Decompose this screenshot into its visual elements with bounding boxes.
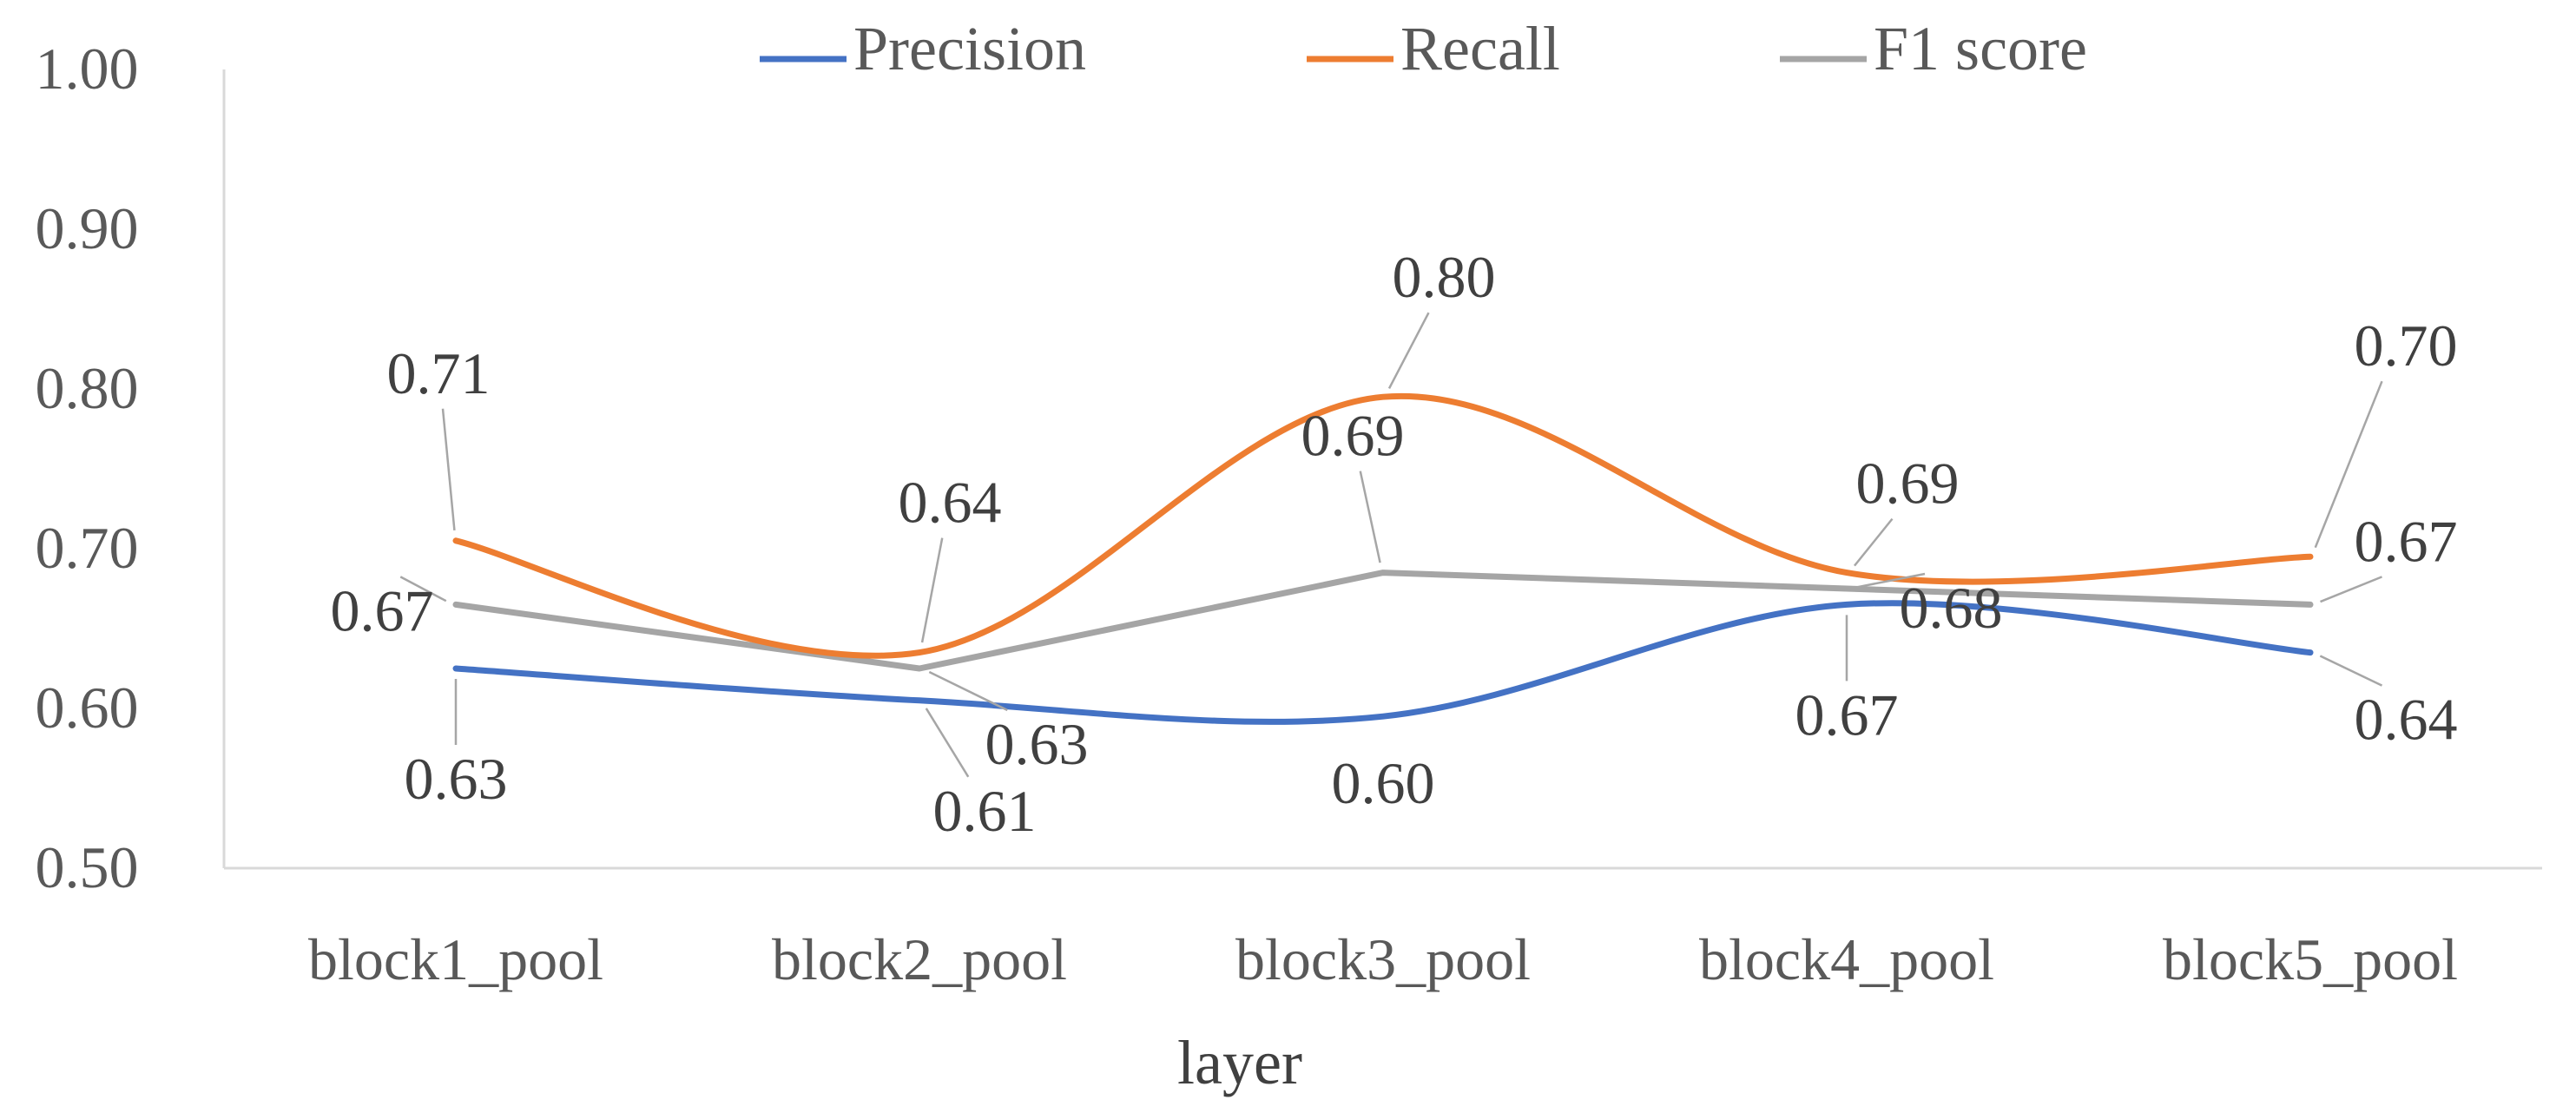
recall-data-label: 0.71 <box>387 340 491 406</box>
recall-leader-line <box>2314 380 2383 549</box>
f1-score-data-label: 0.68 <box>1900 575 2003 641</box>
y-tick-label: 1.00 <box>36 36 139 102</box>
f1-score-leader-line <box>2320 576 2382 603</box>
recall-leader-line <box>1854 517 1894 567</box>
precision-data-label: 0.64 <box>2355 687 2458 753</box>
recall-leader-line <box>1387 312 1430 390</box>
recall-leader-line <box>920 537 944 643</box>
legend-item-precision: Precision <box>760 14 1086 83</box>
x-tick-label: block5_pool <box>2163 926 2458 992</box>
legend-label: Recall <box>1400 14 1560 83</box>
recall-data-label: 0.69 <box>1856 451 1960 517</box>
x-tick-label: block1_pool <box>308 926 603 992</box>
precision-line <box>452 600 2314 725</box>
f1-score-leader-line <box>1856 572 1926 589</box>
recall-data-label: 0.70 <box>2355 313 2458 379</box>
f1-score-leader-line <box>399 576 447 603</box>
x-tick-label: block2_pool <box>772 926 1067 992</box>
axes <box>222 69 2542 870</box>
precision-leader-line <box>2319 655 2383 687</box>
f1-score-data-label: 0.69 <box>1301 403 1405 469</box>
y-axis-ticks: 0.50 0.60 0.70 0.80 0.90 1.00 <box>36 36 139 900</box>
f1-score-leader-line <box>928 670 1008 712</box>
f1-score-data-label: 0.67 <box>331 577 434 643</box>
recall-data-label: 0.80 <box>1393 244 1496 310</box>
legend-label: Precision <box>853 14 1086 83</box>
y-tick-label: 0.70 <box>36 515 139 581</box>
y-tick-label: 0.80 <box>36 355 139 421</box>
x-tick-label: block3_pool <box>1235 926 1531 992</box>
legend-item-f1-score: F1 score <box>1780 14 2087 83</box>
y-tick-label: 0.90 <box>36 195 139 261</box>
legend-item-recall: Recall <box>1307 14 1560 83</box>
precision-leader-line <box>925 708 970 778</box>
x-axis-title: layer <box>1177 1028 1302 1097</box>
y-tick-label: 0.60 <box>36 675 139 741</box>
precision-data-label: 0.63 <box>405 746 508 812</box>
precision-data-label: 0.61 <box>933 778 1037 844</box>
x-tick-label: block4_pool <box>1699 926 1994 992</box>
f1-score-data-label: 0.63 <box>985 711 1089 777</box>
legend: Precision Recall F1 score <box>760 14 2087 83</box>
x-axis-ticks: block1_pool block2_pool block3_pool block4_… <box>308 926 2458 992</box>
recall-leader-line <box>441 408 456 531</box>
recall-line <box>452 392 2314 659</box>
f1-score-leader-line <box>1359 471 1381 563</box>
label-leader-lines <box>399 312 2383 778</box>
series-group <box>452 392 2314 725</box>
y-tick-label: 0.50 <box>36 834 139 900</box>
f1-score-data-label: 0.67 <box>2355 508 2458 574</box>
precision-data-label: 0.67 <box>1795 682 1899 747</box>
recall-data-label: 0.64 <box>899 470 1002 536</box>
data-labels: 0.63 0.61 0.600.67 0.640.710.640.800.690.70… <box>331 244 2458 844</box>
f1-score-line <box>452 570 2314 672</box>
legend-label: F1 score <box>1874 14 2087 83</box>
precision-data-label: 0.60 <box>1332 750 1435 816</box>
